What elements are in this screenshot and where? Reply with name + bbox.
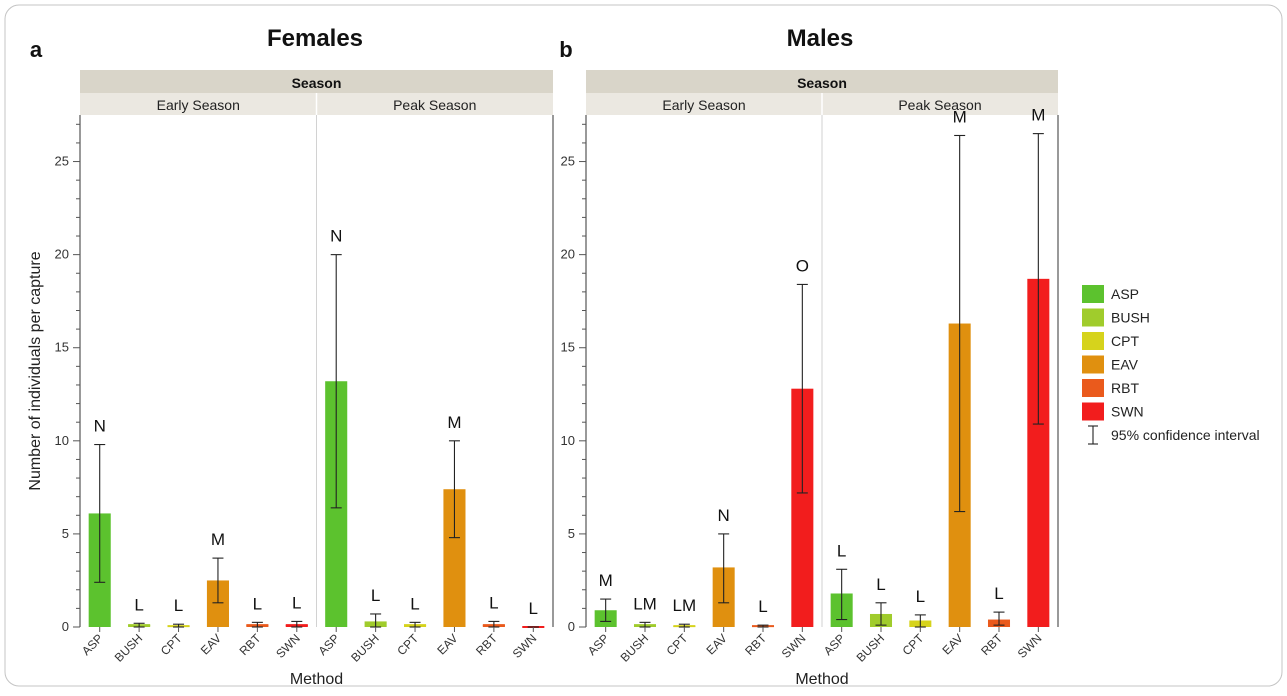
legend-swatch-asp [1082,285,1104,303]
panel-a-bar [443,489,466,627]
panel-a-significance-letter: L [292,593,301,612]
panel-a-significance-letter: L [134,595,143,614]
panel-b-x-tick-label: SWN [779,631,809,661]
panel-b-x-tick-label: ASP [821,631,848,658]
panel-b-x-tick-label: CPT [664,631,691,658]
panel-b-bar [1027,278,1050,627]
panel-a-x-tick-label: ASP [79,631,106,658]
panel-b-facet-label: Peak Season [898,97,981,113]
panel-a-title: Females [267,25,363,52]
panel-b-x-tick-label: ASP [585,631,612,658]
panel-b-significance-letter: M [1031,106,1045,125]
panel-b-significance-letter: LM [633,594,657,613]
panel-a-y-axis-label: Number of individuals per capture [27,251,44,490]
panel-a-significance-letter: N [94,417,106,436]
panel-a-x-tick-label: BUSH [348,631,381,664]
panel-b-x-tick-label: EAV [940,631,966,657]
panel-a-significance-letter: L [174,596,183,615]
panel-b-significance-letter: M [599,571,613,590]
panel-a-significance-letter: L [529,599,538,618]
panel-b-x-tick-label: RBT [978,631,1005,658]
panel-a-letter: a [30,37,43,62]
panel-b-bar [791,388,814,627]
panel-a-y-tick-label: 5 [62,526,69,541]
panel-a-significance-letter: L [253,594,262,613]
figure-border [4,4,1283,687]
panel-a-x-tick-label: RBT [237,631,264,658]
panel-b-significance-letter: L [994,584,1003,603]
legend-swatch-cpt [1082,332,1104,350]
legend-swatch-swn [1082,402,1104,421]
panel-a-significance-letter: M [211,530,225,549]
panel-b-significance-letter: L [758,597,767,616]
legend-label-swn: SWN [1111,404,1144,420]
panel-b-x-tick-label: EAV [704,631,730,657]
panel-a-x-tick-label: CPT [394,631,421,658]
panel-b-y-tick-label: 0 [568,619,575,634]
panel-b-y-tick-label: 5 [568,526,575,541]
panel-a-x-axis-label: Method [290,671,343,688]
legend-label-cpt: CPT [1111,333,1139,349]
panel-a-x-tick-label: EAV [434,631,460,657]
panel-b-facet-label: Early Season [662,97,745,113]
legend-swatch-bush [1082,308,1104,327]
panel-b-season-header-bg [586,70,1058,93]
panel-b-x-tick-label: BUSH [618,631,651,664]
panel-a-significance-letter: N [330,227,342,246]
legend-label-bush: BUSH [1111,310,1150,326]
panel-a-y-tick-label: 10 [55,433,69,448]
panel-b-y-tick-label: 10 [561,433,575,448]
panel-a-y-tick-label: 20 [55,247,69,262]
panel-a-y-tick-label: 0 [62,619,69,634]
legend-label-eav: EAV [1111,357,1139,373]
panel-a-x-tick-label: RBT [473,631,500,658]
panel-a-x-tick-label: BUSH [112,631,145,664]
panel-b-x-tick-label: BUSH [854,631,887,664]
legend-swatch-eav [1082,355,1104,374]
panel-b-title: Males [787,25,854,52]
panel-a-significance-letter: M [447,413,461,432]
panel-a-x-tick-label: EAV [198,631,224,657]
legend-ci-label: 95% confidence interval [1111,427,1260,443]
panel-b-significance-letter: N [718,506,730,525]
panel-a-x-tick-label: CPT [158,631,185,658]
panel-a-significance-letter: L [489,593,498,612]
panel-b-significance-letter: LM [673,596,697,615]
panel-a-x-tick-label: SWN [273,631,303,661]
panel-a-y-tick-label: 15 [55,340,69,355]
panel-b-x-axis-label: Method [795,671,848,688]
panel-b-significance-letter: M [953,107,967,126]
panel-b-x-tick-label: SWN [1015,631,1045,661]
panel-b-significance-letter: L [837,541,846,560]
panel-b-significance-letter: L [916,587,925,606]
legend-swatch-rbt [1082,379,1104,397]
panel-a-bar [206,580,229,627]
panel-a-facet-label: Peak Season [393,97,476,113]
panel-a-facet-label: Early Season [157,97,240,113]
panel-b-x-tick-label: CPT [900,631,927,658]
panel-a-season-header: Season [292,75,342,91]
panel-a-x-tick-label: ASP [315,631,342,658]
panel-a-significance-letter: L [371,586,380,605]
legend-label-rbt: RBT [1111,380,1139,396]
panel-b-y-tick-label: 15 [561,340,575,355]
panel-b-y-tick-label: 25 [561,154,575,169]
panel-a-season-header-bg [80,70,553,93]
panel-b-x-tick-label: RBT [742,631,769,658]
legend-label-asp: ASP [1111,286,1139,302]
panel-b-significance-letter: L [876,575,885,594]
panel-b-season-header: Season [797,75,847,91]
panel-a-x-tick-label: SWN [510,631,540,661]
panel-a-y-tick-label: 25 [55,154,69,169]
panel-b-significance-letter: O [796,256,809,275]
panel-b-y-tick-label: 20 [561,247,575,262]
panel-a-significance-letter: L [410,594,419,613]
panel-b-letter: b [559,37,572,62]
